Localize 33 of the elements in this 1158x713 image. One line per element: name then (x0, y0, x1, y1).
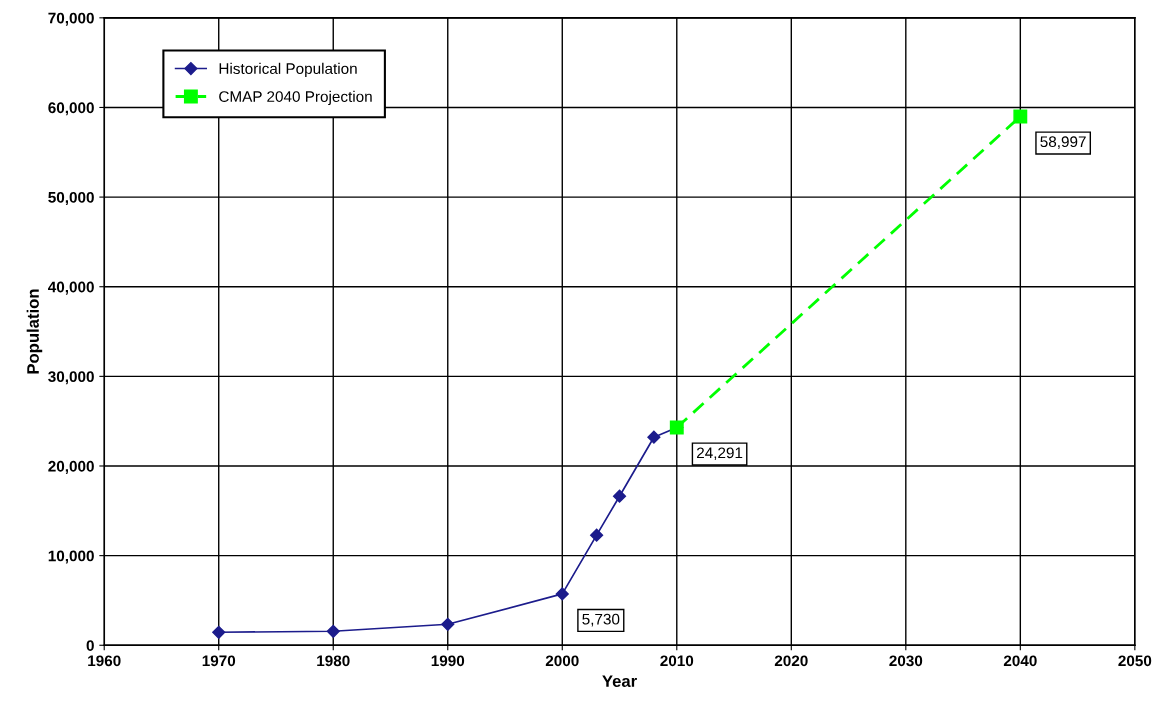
y-tick-label: 60,000 (48, 102, 94, 116)
y-tick-label: 0 (86, 640, 94, 651)
legend-label: CMAP 2040 Projection (219, 90, 372, 106)
point (1013, 109, 1028, 124)
y-tick-label: 40,000 (48, 281, 94, 295)
point (326, 624, 340, 638)
point (441, 617, 455, 631)
x-tick-label: 2020 (774, 655, 808, 667)
x-tick-label: 1960 (88, 655, 121, 667)
point (555, 587, 569, 601)
x-tick-label: 1990 (431, 655, 465, 667)
x-tick-label: 2030 (889, 655, 923, 667)
y-tick-label: 10,000 (48, 550, 94, 564)
y-axis-title: Population (26, 289, 43, 374)
y-tick-label: 30,000 (48, 371, 94, 385)
point (612, 489, 627, 503)
y-tick-label: 70,000 (48, 12, 94, 26)
y-tick-label: 20,000 (48, 460, 94, 474)
x-tick-label: 2040 (1003, 655, 1037, 667)
legend-label: Historical Population (219, 62, 357, 78)
point (647, 430, 661, 444)
x-tick-label: 2000 (545, 655, 579, 667)
point (590, 528, 604, 542)
annotation: 24,291 (697, 447, 743, 461)
x-tick-label: 2010 (660, 655, 694, 667)
y-tick-label: 50,000 (48, 191, 94, 205)
x-tick-label: 1980 (317, 655, 350, 667)
point (212, 625, 226, 639)
x-tick-label: 2050 (1118, 655, 1152, 667)
x-axis-title: Year (602, 675, 637, 688)
annotation: 5,730 (582, 613, 620, 627)
x-tick-label: 1970 (202, 655, 236, 667)
annotation: 58,997 (1040, 136, 1086, 149)
